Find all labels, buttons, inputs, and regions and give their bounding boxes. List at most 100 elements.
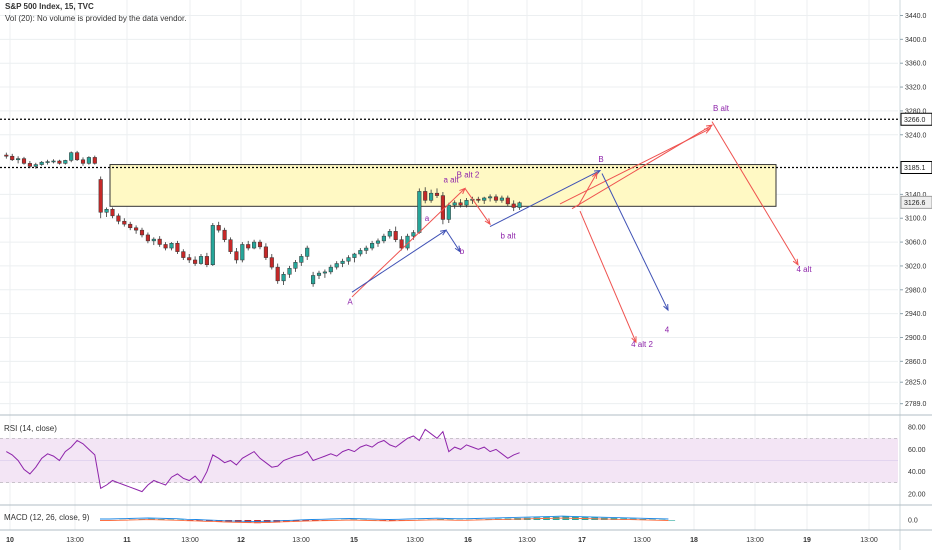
candle-body xyxy=(263,246,268,258)
price-level-tag xyxy=(900,160,932,174)
macd-histogram-bar xyxy=(292,520,300,522)
candle-body xyxy=(511,203,516,208)
time-tick-label: 15 xyxy=(350,537,358,544)
candle-body xyxy=(328,266,333,273)
price-tick-label: 3320.0 xyxy=(905,85,927,92)
wave-arrow-4-alt-head xyxy=(792,258,799,266)
candle-body xyxy=(45,161,50,163)
candle-body xyxy=(198,256,204,264)
macd-line xyxy=(100,515,669,523)
macd-histogram-bar xyxy=(196,520,204,521)
last-price-tag xyxy=(900,195,932,209)
candle-body xyxy=(358,250,363,255)
time-tick-label: 13:00 xyxy=(860,537,878,544)
price-tick-label: 3240.0 xyxy=(905,132,927,139)
wave-arrow-4-alt-2 xyxy=(579,210,637,343)
price-tick-label: 2860.0 xyxy=(905,359,927,366)
wave-arrow-small xyxy=(577,172,598,207)
candle-body xyxy=(33,164,38,167)
wave-label: a xyxy=(425,214,430,223)
volume-note: Vol (20): No volume is provided by the d… xyxy=(5,14,187,23)
candle-body xyxy=(234,251,239,261)
candle-body xyxy=(145,234,150,242)
candle-body xyxy=(364,247,369,251)
wave-label: 4 alt xyxy=(796,265,812,274)
macd-layer xyxy=(100,515,676,524)
price-tick-label: 2825.0 xyxy=(905,380,927,387)
candle-body xyxy=(293,262,298,269)
candle-body xyxy=(423,191,428,201)
candle-body xyxy=(287,268,292,275)
price-level-tag xyxy=(900,112,932,126)
macd-histogram-bar xyxy=(668,520,676,521)
time-tick-label: 10 xyxy=(6,537,14,544)
time-tick-label: 13:00 xyxy=(746,537,764,544)
rsi-tick-label: 80.00 xyxy=(908,425,926,432)
candle-body xyxy=(434,192,440,196)
time-tick-label: 13:00 xyxy=(181,537,199,544)
wave-arrow-b-alt-2-head xyxy=(705,124,714,131)
time-tick-label: 13:00 xyxy=(292,537,310,544)
candle-body xyxy=(175,243,180,252)
candle-body xyxy=(21,158,27,164)
candle-body xyxy=(275,266,280,282)
time-tick-label: 17 xyxy=(578,537,586,544)
time-tick-label: 13:00 xyxy=(633,537,651,544)
candle-body xyxy=(499,197,504,201)
wave-label: b alt xyxy=(500,232,516,241)
candle-body xyxy=(440,195,445,220)
wave-arrow-4-head xyxy=(663,304,669,312)
candle-body xyxy=(482,197,487,201)
zone-layer xyxy=(0,118,898,207)
rsi-layer xyxy=(0,428,898,493)
time-tick-label: 13:00 xyxy=(66,537,84,544)
price-tick-label: 3100.0 xyxy=(905,216,927,223)
candle-body xyxy=(116,215,121,222)
price-tick-label: 2789.0 xyxy=(905,401,927,408)
time-tick-label: 12 xyxy=(237,537,245,544)
candle-body xyxy=(458,202,463,206)
time-tick-label: 16 xyxy=(464,537,472,544)
time-tick-label: 19 xyxy=(803,537,811,544)
candle-body xyxy=(346,257,351,262)
candle-body xyxy=(257,241,263,248)
wave-label: A xyxy=(347,298,353,307)
wave-arrow-4-alt xyxy=(711,121,799,265)
candle-body xyxy=(16,158,21,161)
candle-body xyxy=(305,247,310,257)
candle-body xyxy=(417,191,422,233)
candle-body xyxy=(322,271,327,274)
wave-arrow-b-alt-2 xyxy=(571,124,713,210)
candle-body xyxy=(246,244,251,249)
wave-arrow-4-alt-2-head xyxy=(631,336,637,344)
candle-body xyxy=(446,204,451,220)
candle-body xyxy=(505,197,510,205)
price-tag-label: 3185.1 xyxy=(904,165,926,172)
candle-body xyxy=(134,227,139,231)
candle-body xyxy=(181,251,186,258)
time-tick-label: 11 xyxy=(123,537,131,544)
macd-histogram-bar xyxy=(186,520,194,521)
macd-signal-line xyxy=(100,517,669,524)
rsi-series-line xyxy=(6,428,520,493)
wave-label: 4 alt 2 xyxy=(631,340,653,349)
candle-body xyxy=(204,256,209,265)
wave-arrow-b-head xyxy=(454,245,461,253)
time-tick-label: 13:00 xyxy=(518,537,536,544)
candle-body xyxy=(169,243,174,249)
wave-arrow-b-wave-head xyxy=(593,169,602,176)
candle-body xyxy=(4,154,9,157)
wave-label: 4 xyxy=(665,326,670,335)
macd-histogram-bar xyxy=(302,520,310,521)
rsi-tick-label: 60.00 xyxy=(908,447,926,454)
candle-body xyxy=(151,238,156,242)
macd-tick-label: 0.0 xyxy=(908,518,918,525)
candle-body xyxy=(334,263,339,268)
price-tick-label: 3140.0 xyxy=(905,192,927,199)
wave-arrow-b xyxy=(445,229,461,252)
wave-arrow-a xyxy=(351,229,447,293)
candle-body xyxy=(51,160,56,163)
candle-body xyxy=(139,229,145,236)
